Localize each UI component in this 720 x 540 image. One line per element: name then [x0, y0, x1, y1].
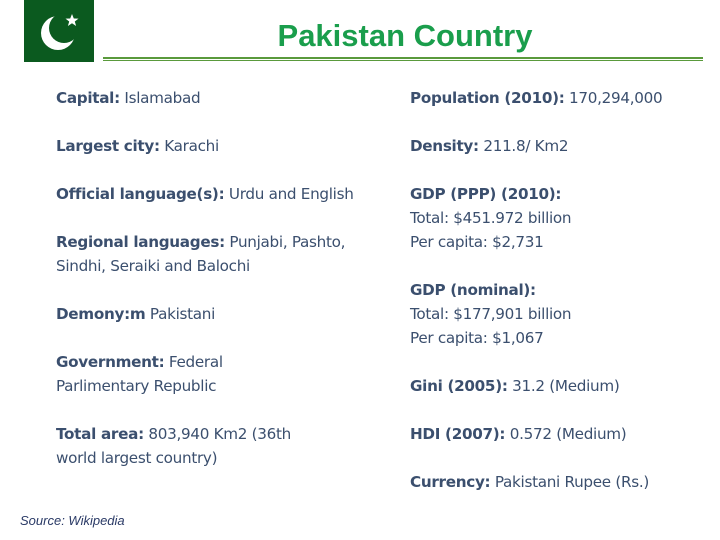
- fact-demonym: Demony:m Pakistani: [56, 305, 216, 323]
- left-column: Capital: Islamabad Largest city: Karachi…: [56, 86, 356, 494]
- fact-largest-city: Largest city: Karachi: [56, 137, 219, 155]
- fact-gini: Gini (2005): 31.2 (Medium): [410, 377, 620, 395]
- fact-gdp-ppp: GDP (PPP) (2010): Total: $451.972 billion…: [410, 185, 572, 251]
- pakistan-flag-icon: [24, 0, 94, 62]
- fact-regional-languages: Regional languages: Punjabi, Pashto, Sin…: [56, 233, 346, 275]
- right-column: Population (2010): 170,294,000 Density: …: [410, 86, 710, 518]
- fact-density: Density: 211.8/ Km2: [410, 137, 569, 155]
- source-note: Source: Wikipedia: [20, 513, 125, 528]
- fact-total-area: Total area: 803,940 Km2 (36th world larg…: [56, 425, 291, 467]
- fact-capital: Capital: Islamabad: [56, 89, 201, 107]
- fact-gdp-nominal: GDP (nominal): Total: $177,901 billion Per…: [410, 281, 572, 347]
- fact-currency: Currency: Pakistani Rupee (Rs.): [410, 473, 649, 491]
- fact-population: Population (2010): 170,294,000: [410, 89, 663, 107]
- fact-official-languages: Official language(s): Urdu and English: [56, 185, 354, 203]
- fact-hdi: HDI (2007): 0.572 (Medium): [410, 425, 627, 443]
- title-divider: [103, 57, 703, 61]
- fact-government: Government: Federal Parlimentary Republi…: [56, 353, 223, 395]
- page-title: Pakistan Country: [277, 18, 533, 53]
